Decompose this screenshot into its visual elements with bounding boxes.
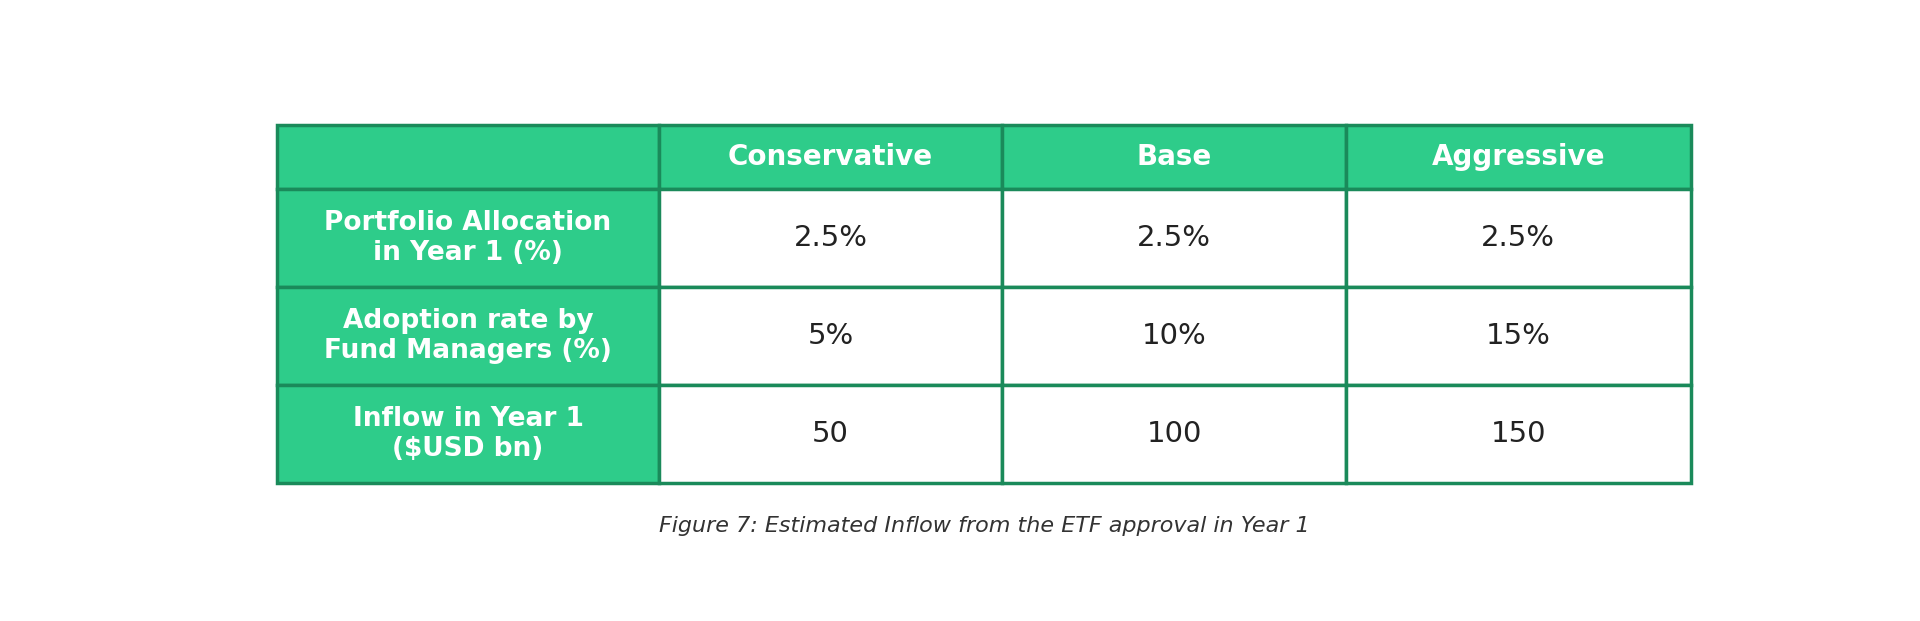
Bar: [276, 288, 659, 385]
Bar: [1002, 288, 1346, 385]
Bar: [1002, 125, 1346, 189]
Text: 50: 50: [812, 420, 849, 448]
Text: Figure 7: Estimated Inflow from the ETF approval in Year 1: Figure 7: Estimated Inflow from the ETF …: [659, 517, 1309, 537]
Text: Base: Base: [1137, 143, 1212, 171]
Bar: [1346, 385, 1692, 483]
Bar: [276, 189, 659, 288]
Text: 10%: 10%: [1142, 322, 1206, 350]
Text: 5%: 5%: [808, 322, 854, 350]
Bar: [1002, 385, 1346, 483]
Bar: [659, 125, 1002, 189]
Bar: [659, 189, 1002, 288]
Bar: [1002, 189, 1346, 288]
Text: 150: 150: [1490, 420, 1546, 448]
Bar: [659, 385, 1002, 483]
Bar: [1346, 288, 1692, 385]
Bar: [1346, 125, 1692, 189]
Text: Portfolio Allocation
in Year 1 (%): Portfolio Allocation in Year 1 (%): [324, 211, 612, 266]
Bar: [1346, 189, 1692, 288]
Text: Inflow in Year 1
($USD bn): Inflow in Year 1 ($USD bn): [353, 406, 584, 463]
Text: 2.5%: 2.5%: [793, 224, 868, 252]
Bar: [276, 125, 659, 189]
Text: Adoption rate by
Fund Managers (%): Adoption rate by Fund Managers (%): [324, 308, 612, 365]
Bar: [276, 385, 659, 483]
Bar: [659, 288, 1002, 385]
Text: Aggressive: Aggressive: [1432, 143, 1605, 171]
Text: 15%: 15%: [1486, 322, 1551, 350]
Text: 100: 100: [1146, 420, 1202, 448]
Text: 2.5%: 2.5%: [1137, 224, 1212, 252]
Text: 2.5%: 2.5%: [1482, 224, 1555, 252]
Text: Conservative: Conservative: [728, 143, 933, 171]
